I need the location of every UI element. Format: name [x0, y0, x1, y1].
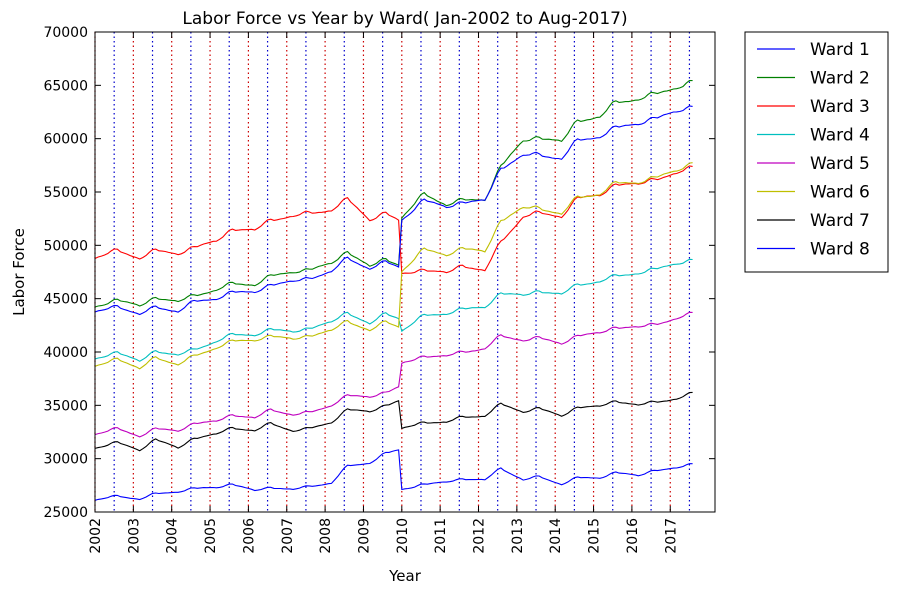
axis-ticks: 25000 30000 35000 40000 45000 50000 55000 60000… — [43, 25, 715, 554]
x-axis-label: Year — [388, 567, 422, 585]
series-line-ward-8 — [94, 105, 693, 316]
x-tick-label: 2007 — [280, 518, 296, 554]
x-tick-label: 2009 — [356, 518, 372, 554]
y-tick-label: 40000 — [43, 345, 88, 361]
x-tick-label: 2017 — [663, 518, 679, 554]
legend-entry-label: Ward 5 — [810, 154, 870, 174]
legend-frame — [744, 31, 889, 273]
series-line-ward-3 — [94, 165, 693, 275]
x-tick-label: 2003 — [126, 518, 142, 554]
reference-lines — [94, 32, 691, 512]
x-tick-label: 2004 — [165, 518, 181, 554]
legend-entry-label: Ward 7 — [810, 211, 870, 231]
y-tick-label: 30000 — [43, 452, 88, 468]
y-tick-label: 50000 — [43, 238, 88, 254]
x-tick-label: 2010 — [395, 518, 411, 554]
legend: Ward 1 Ward 2 Ward 3 Ward 4 Ward 5 Ward 6 Ward… — [744, 31, 889, 273]
series-line-ward-5 — [94, 311, 693, 438]
x-tick-label: 2011 — [433, 518, 449, 554]
x-tick-label: 2014 — [548, 518, 564, 554]
y-tick-label: 45000 — [43, 292, 88, 308]
legend-entry-label: Ward 6 — [810, 183, 870, 203]
y-tick-label: 65000 — [43, 78, 88, 94]
x-tick-label: 2013 — [510, 518, 526, 554]
x-tick-label: 2015 — [587, 518, 603, 554]
y-tick-label: 70000 — [43, 25, 88, 41]
legend-entry-label: Ward 8 — [810, 240, 870, 260]
y-tick-label: 25000 — [43, 505, 88, 521]
legend-entry-label: Ward 1 — [810, 40, 870, 60]
series-line-ward-4 — [94, 258, 693, 362]
x-tick-label: 2012 — [472, 518, 488, 554]
x-tick-label: 2005 — [203, 518, 219, 554]
x-tick-label: 2006 — [241, 518, 257, 554]
series-line-ward-2 — [94, 79, 693, 308]
legend-entry-label: Ward 4 — [810, 126, 870, 146]
x-tick-label: 2016 — [625, 518, 641, 554]
plot-frame — [94, 31, 716, 513]
x-tick-label: 2002 — [88, 518, 104, 554]
y-tick-label: 60000 — [43, 132, 88, 148]
y-axis-label: Labor Force — [10, 228, 28, 316]
chart-title: Labor Force vs Year by Ward( Jan-2002 to… — [182, 9, 627, 29]
x-tick-label: 2008 — [318, 518, 334, 554]
y-tick-label: 55000 — [43, 185, 88, 201]
legend-entry-label: Ward 3 — [810, 97, 870, 117]
series-lines — [94, 79, 693, 501]
y-tick-label: 35000 — [43, 398, 88, 414]
legend-entry-label: Ward 2 — [810, 69, 870, 89]
series-line-ward-6 — [94, 162, 693, 370]
series-line-ward-1 — [94, 449, 693, 501]
series-line-ward-7 — [94, 391, 693, 452]
